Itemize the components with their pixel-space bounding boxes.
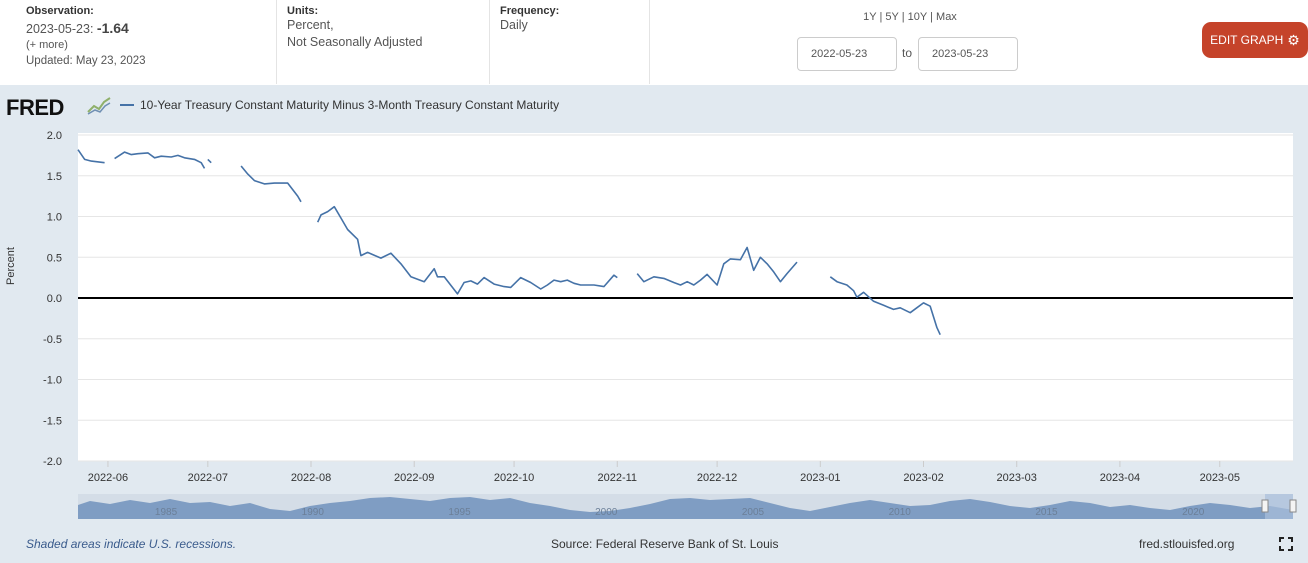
y-tick-label: 1.5 bbox=[47, 171, 62, 183]
range-selector: 1Y | 5Y | 10Y | Max bbox=[840, 11, 980, 23]
frequency-value: Daily bbox=[500, 18, 528, 32]
x-tick-label: 2022-10 bbox=[494, 472, 534, 484]
legend-label: 10-Year Treasury Constant Maturity Minus… bbox=[140, 98, 560, 112]
x-axis: 2022-06 2022-07 2022-08 2022-09 2022-10 2022-… bbox=[88, 472, 1240, 484]
navigator-area bbox=[78, 497, 1293, 519]
x-tick-label: 2022-12 bbox=[697, 472, 737, 484]
x-tick-label: 2022-11 bbox=[597, 472, 637, 484]
updated-date: Updated: May 23, 2023 bbox=[26, 55, 146, 67]
y-tick-label: -1.0 bbox=[43, 375, 62, 387]
start-date-input[interactable] bbox=[797, 37, 897, 71]
range-separator: | bbox=[930, 11, 933, 23]
units-panel: Units: Percent, Not Seasonally Adjusted bbox=[276, 0, 488, 84]
range-separator: | bbox=[879, 11, 883, 23]
observation-value: -1.64 bbox=[96, 20, 129, 36]
x-tick-label: 2023-04 bbox=[1100, 472, 1140, 484]
edit-graph-button[interactable]: EDIT GRAPH ⚙ bbox=[1202, 22, 1308, 58]
fred-logo: FRED bbox=[6, 95, 64, 121]
navigator-year-label: 1990 bbox=[302, 507, 325, 518]
navigator-selection[interactable] bbox=[1265, 494, 1293, 519]
legend-swatch bbox=[120, 104, 134, 106]
drag-handle-icon[interactable] bbox=[1289, 499, 1297, 513]
end-date-input[interactable] bbox=[918, 37, 1018, 71]
y-tick-label: 2.0 bbox=[47, 130, 62, 142]
y-axis: 2.0 1.5 1.0 0.5 0.0 -0.5 -1.0 -1.5 -2.0 bbox=[43, 130, 62, 468]
x-tick-label: 2022-09 bbox=[394, 472, 434, 484]
y-tick-label: -2.0 bbox=[43, 456, 62, 468]
x-tick-label: 2023-01 bbox=[800, 472, 840, 484]
grid-lines bbox=[78, 134, 1293, 467]
divider bbox=[649, 0, 650, 84]
x-tick-label: 2022-07 bbox=[188, 472, 228, 484]
units-line-1: Percent, bbox=[287, 18, 334, 32]
y-tick-label: 1.0 bbox=[47, 212, 62, 224]
source-text: Source: Federal Reserve Bank of St. Loui… bbox=[551, 537, 779, 551]
observation-panel: Observation: 2023-05-23: -1.64 (+ more) … bbox=[26, 0, 274, 84]
series-segment bbox=[829, 276, 941, 336]
to-label: to bbox=[902, 46, 913, 60]
series-segment bbox=[240, 165, 302, 203]
x-tick-label: 2023-03 bbox=[997, 472, 1037, 484]
series-segment bbox=[207, 158, 212, 164]
y-tick-label: -0.5 bbox=[43, 334, 62, 346]
chart-svg: 2.01.51.00.50.0-0.5-1.0-1.5-2.0 2022-06 2… bbox=[43, 130, 1297, 519]
x-tick-label: 2023-02 bbox=[903, 472, 943, 484]
more-observations-link[interactable]: (+ more) bbox=[26, 39, 68, 51]
series-segment bbox=[636, 246, 798, 286]
site-link[interactable]: fred.stlouisfed.org bbox=[1139, 537, 1235, 551]
range-max-link[interactable]: Max bbox=[936, 11, 957, 23]
chart-legend: 10-Year Treasury Constant Maturity Minus… bbox=[120, 98, 559, 112]
series-header: Observation: 2023-05-23: -1.64 (+ more) … bbox=[0, 0, 1308, 84]
x-tick-label: 2022-06 bbox=[88, 472, 128, 484]
series-line bbox=[77, 149, 941, 336]
y-tick-label: 0.0 bbox=[47, 293, 62, 305]
series-segment bbox=[316, 205, 618, 295]
navigator-year-label: 1985 bbox=[155, 507, 178, 518]
navigator-year-label: 1995 bbox=[448, 507, 471, 518]
range-5y-link[interactable]: 5Y bbox=[885, 11, 899, 23]
navigator-year-label: 2000 bbox=[595, 507, 618, 518]
range-1y-link[interactable]: 1Y bbox=[863, 11, 877, 23]
series-segment bbox=[114, 151, 206, 169]
observation-label: Observation: bbox=[26, 5, 94, 17]
frequency-panel: Frequency: Daily bbox=[489, 0, 649, 84]
range-navigator[interactable]: 1985 1990 1995 2000 2005 2010 2015 2020 bbox=[78, 494, 1297, 519]
x-tick-label: 2022-08 bbox=[291, 472, 331, 484]
x-tick-label: 2023-05 bbox=[1200, 472, 1240, 484]
recession-note[interactable]: Shaded areas indicate U.S. recessions. bbox=[26, 537, 237, 551]
gear-icon: ⚙ bbox=[1287, 31, 1300, 48]
y-tick-label: 0.5 bbox=[47, 252, 62, 264]
navigator-year-labels: 1985 1990 1995 2000 2005 2010 2015 2020 bbox=[155, 507, 1205, 518]
series-segment bbox=[77, 149, 105, 164]
range-10y-link[interactable]: 10Y bbox=[907, 11, 928, 23]
fred-logo-graph-icon bbox=[87, 95, 111, 115]
drag-handle-icon[interactable] bbox=[1261, 499, 1269, 513]
range-separator: | bbox=[901, 11, 905, 23]
fred-logo-text: FRED bbox=[6, 95, 64, 120]
expand-icon[interactable] bbox=[1279, 537, 1293, 551]
y-tick-label: -1.5 bbox=[43, 415, 62, 427]
observation-line: 2023-05-23: -1.64 bbox=[26, 20, 274, 36]
frequency-label: Frequency: bbox=[500, 5, 560, 17]
navigator-year-label: 2005 bbox=[742, 507, 765, 518]
navigator-year-label: 2020 bbox=[1182, 507, 1205, 518]
edit-graph-label: EDIT GRAPH bbox=[1210, 33, 1284, 47]
navigator-year-label: 2015 bbox=[1035, 507, 1058, 518]
units-label: Units: bbox=[287, 5, 319, 17]
observation-date: 2023-05-23: bbox=[26, 22, 94, 36]
units-line-2: Not Seasonally Adjusted bbox=[287, 35, 423, 49]
navigator-year-label: 2010 bbox=[889, 507, 912, 518]
